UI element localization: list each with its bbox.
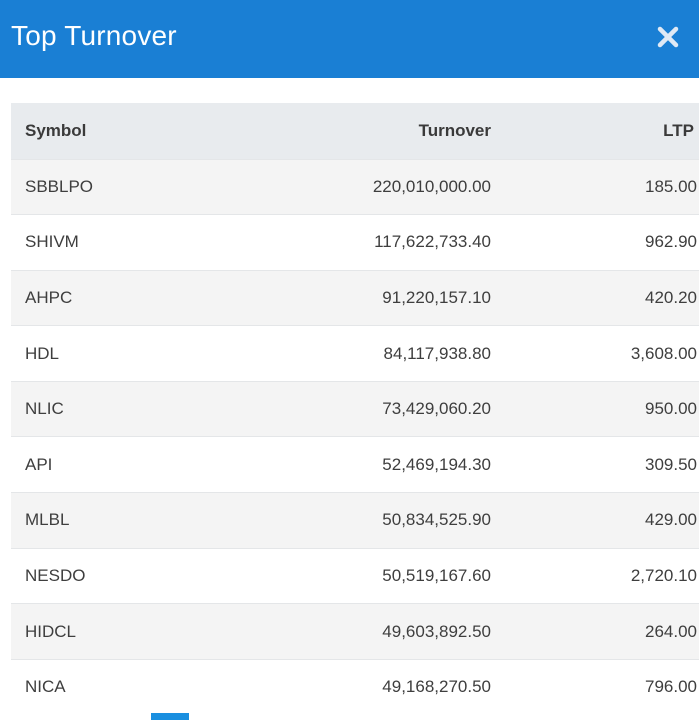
- cell-turnover: 73,429,060.20: [382, 399, 491, 419]
- cell-turnover: 52,469,194.30: [382, 454, 491, 474]
- cell-ltp: 429.00: [645, 510, 697, 530]
- cell-ltp: 2,720.10: [630, 565, 697, 585]
- pagination-indicator[interactable]: [151, 713, 189, 720]
- cell-turnover: 117,622,733.40: [374, 232, 491, 252]
- cell-turnover: 49,168,270.50: [382, 677, 491, 697]
- cell-ltp: 3,608.00: [630, 343, 697, 363]
- dialog-header: Top Turnover: [0, 0, 699, 78]
- cell-turnover: 84,117,938.80: [383, 343, 491, 363]
- cell-ltp: 309.50: [645, 454, 697, 474]
- table-row[interactable]: NESDO 50,519,167.60 2,720.10: [11, 548, 699, 604]
- cell-symbol: SHIVM: [25, 232, 79, 252]
- column-header-ltp[interactable]: LTP: [663, 120, 694, 140]
- cell-symbol: SBBLPO: [25, 176, 94, 196]
- table-row[interactable]: AHPC 91,220,157.10 420.20: [11, 270, 699, 326]
- table-row[interactable]: NLIC 73,429,060.20 950.00: [11, 381, 699, 437]
- table-row[interactable]: API 52,469,194.30 309.50: [11, 436, 699, 493]
- cell-symbol: MLBL: [25, 510, 70, 530]
- turnover-table-container: Symbol Turnover LTP SBBLPO 220,010,000.00…: [11, 103, 699, 715]
- cell-ltp: 950.00: [645, 399, 697, 419]
- cell-turnover: 50,519,167.60: [382, 565, 491, 585]
- cell-turnover: 220,010,000.00: [372, 176, 491, 196]
- cell-turnover: 49,603,892.50: [382, 621, 491, 641]
- close-icon[interactable]: [655, 24, 681, 50]
- cell-symbol: AHPC: [25, 287, 73, 307]
- dialog-title: Top Turnover: [11, 20, 177, 51]
- cell-ltp: 420.20: [645, 287, 697, 307]
- cell-turnover: 50,834,525.90: [382, 510, 491, 530]
- cell-symbol: NLIC: [25, 399, 64, 419]
- table-row[interactable]: NICA 49,168,270.50 796.00: [11, 659, 699, 715]
- cell-ltp: 796.00: [645, 677, 697, 697]
- turnover-table: Symbol Turnover LTP SBBLPO 220,010,000.00…: [11, 103, 699, 715]
- table-row[interactable]: HIDCL 49,603,892.50 264.00: [11, 603, 699, 660]
- table-row[interactable]: HDL 84,117,938.80 3,608.00: [11, 325, 699, 382]
- cell-symbol: HIDCL: [25, 621, 77, 641]
- cell-symbol: HDL: [25, 343, 60, 363]
- cell-symbol: NICA: [25, 677, 66, 697]
- table-row[interactable]: SHIVM 117,622,733.40 962.90: [11, 214, 699, 271]
- cell-turnover: 91,220,157.10: [382, 287, 491, 307]
- table-header-row: Symbol Turnover LTP: [11, 103, 699, 159]
- table-row[interactable]: MLBL 50,834,525.90 429.00: [11, 492, 699, 549]
- cell-ltp: 264.00: [645, 621, 697, 641]
- column-header-symbol[interactable]: Symbol: [25, 120, 87, 140]
- table-row[interactable]: SBBLPO 220,010,000.00 185.00: [11, 159, 699, 215]
- cell-symbol: NESDO: [25, 565, 86, 585]
- cell-symbol: API: [25, 454, 53, 474]
- cell-ltp: 185.00: [645, 176, 697, 196]
- cell-ltp: 962.90: [645, 232, 697, 252]
- column-header-turnover[interactable]: Turnover: [418, 120, 491, 140]
